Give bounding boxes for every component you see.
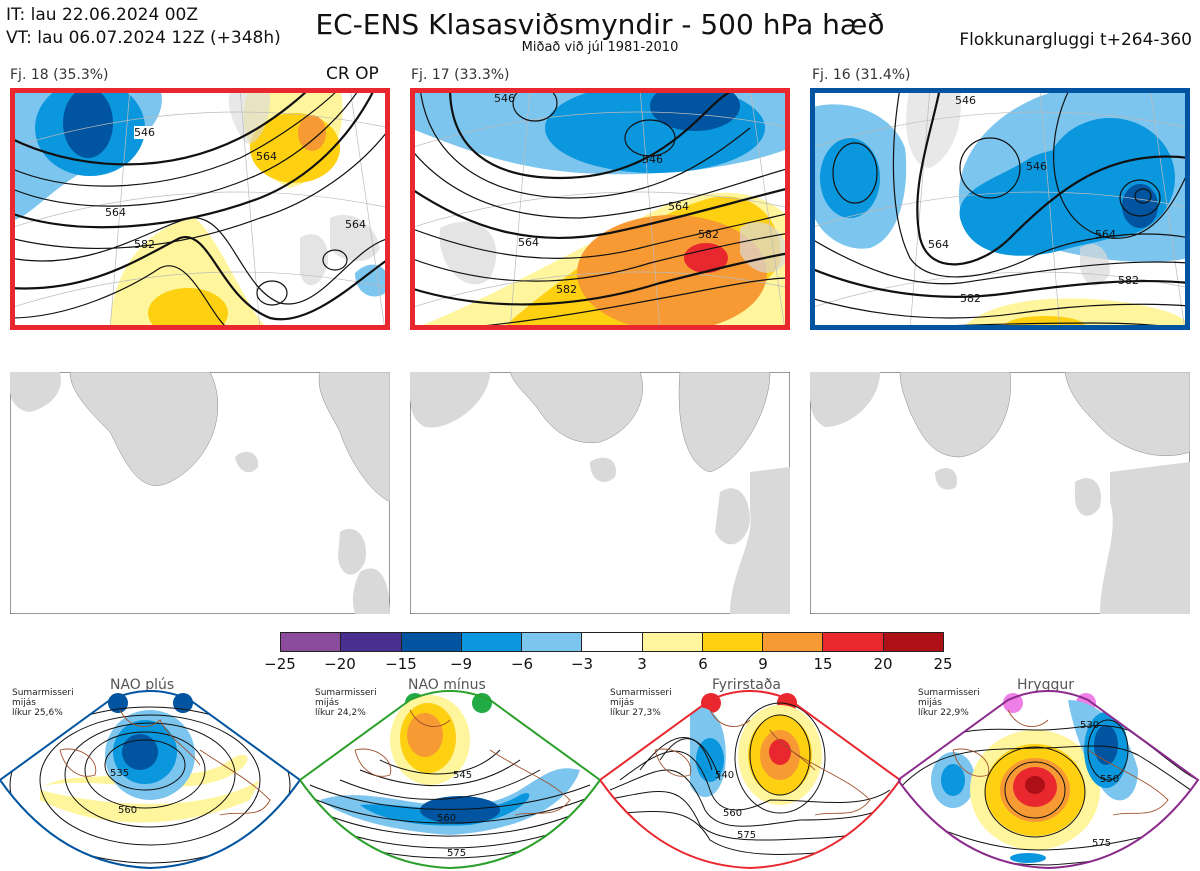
cluster-3-contour-label: 582 xyxy=(1118,274,1139,287)
empty-map-3 xyxy=(810,372,1190,614)
regime-4-marker xyxy=(1003,693,1023,713)
cluster-1-contour-label: 546 xyxy=(134,126,155,139)
colorbar-tick: 25 xyxy=(933,655,953,673)
init-time: IT: lau 22.06.2024 00Z xyxy=(6,5,198,25)
colorbar-tick: −20 xyxy=(324,655,356,673)
colorbar-tick: 3 xyxy=(637,655,647,673)
regime-3-contour-label: 575 xyxy=(737,830,757,841)
cluster-1-contour-label: 564 xyxy=(105,206,126,219)
regime-4-contour-label: 550 xyxy=(1100,774,1120,785)
regime-2-contour-label: 575 xyxy=(447,848,467,859)
regime-3-map xyxy=(600,690,902,870)
page-subtitle: Miðað við júl 1981-2010 xyxy=(521,40,679,55)
regime-4-stats: Sumarmisseri mijás líkur 22,9% xyxy=(918,688,980,718)
cluster-3-contour-label: 546 xyxy=(1026,160,1047,173)
regime-2-stats: Sumarmisseri mijás líkur 24,2% xyxy=(315,688,377,718)
classification-window: Flokkunargluggi t+264-360 xyxy=(959,30,1192,50)
regime-4-title: Hryggur xyxy=(1017,677,1074,693)
colorbar-tick: −15 xyxy=(385,655,417,673)
regime-1-map xyxy=(0,690,302,870)
colorbar-swatch xyxy=(522,633,583,651)
colorbar-swatch xyxy=(763,633,824,651)
regime-1-marker xyxy=(173,693,193,713)
colorbar-tick: −3 xyxy=(570,655,594,673)
regime-2-title: NAO mínus xyxy=(408,677,486,693)
cluster-2-contour-label: 582 xyxy=(556,283,577,296)
cluster-1-contour-label: 564 xyxy=(345,218,366,231)
regime-2-map xyxy=(300,690,602,870)
regime-3-contour-label: 560 xyxy=(723,808,743,819)
cluster-2-contour-label: 582 xyxy=(698,228,719,241)
cluster-2-contour-label: 564 xyxy=(668,200,689,213)
colorbar-tick: 9 xyxy=(758,655,768,673)
colorbar-tick: 15 xyxy=(813,655,833,673)
colorbar-swatch xyxy=(823,633,884,651)
cluster-3-contour-label: 582 xyxy=(960,292,981,305)
header-times: IT: lau 22.06.2024 00Z VT: lau 06.07.202… xyxy=(6,4,281,50)
regime-2-contour-label: 560 xyxy=(437,813,457,824)
regime-3-stats: Sumarmisseri mijás líkur 27,3% xyxy=(610,688,672,718)
colorbar-tick: 20 xyxy=(873,655,893,673)
cluster-2-contour-label: 546 xyxy=(494,92,515,105)
cluster-1-contour-label: 564 xyxy=(256,150,277,163)
cluster-3-label: Fj. 16 (31.4%) xyxy=(812,67,911,83)
regime-4-map xyxy=(898,690,1200,870)
regime-4-contour-label: 575 xyxy=(1092,838,1112,849)
cluster-2-label: Fj. 17 (33.3%) xyxy=(411,67,510,83)
page-title: EC-ENS Klasasviðsmyndir - 500 hPa hæð xyxy=(315,8,885,41)
regime-1-contour-label: 560 xyxy=(118,805,138,816)
regime-1-stats: Sumarmisseri mijás líkur 25,6% xyxy=(12,688,74,718)
colorbar-swatch xyxy=(582,633,643,651)
colorbar-swatch xyxy=(642,633,703,651)
colorbar-swatch xyxy=(401,633,462,651)
cluster-1-label: Fj. 18 (35.3%) xyxy=(10,67,109,83)
colorbar-tick: −9 xyxy=(449,655,473,673)
regime-1-contour-label: 535 xyxy=(110,768,130,779)
empty-map-2 xyxy=(410,372,790,614)
cluster-3-contour-label: 564 xyxy=(928,238,949,251)
colorbar-tick: 6 xyxy=(698,655,708,673)
cluster-1-contour-label: 582 xyxy=(134,238,155,251)
regime-2-contour-label: 545 xyxy=(453,770,473,781)
cluster-1-map: 546 564 564 582 564 xyxy=(10,88,390,330)
regime-4-contour-label: 530 xyxy=(1080,720,1100,731)
colorbar-swatch xyxy=(461,633,523,651)
regime-3-title: Fyrirstaða xyxy=(712,677,781,693)
empty-map-1 xyxy=(10,372,390,614)
cluster-1-tag: CR OP xyxy=(326,64,379,84)
colorbar-swatch xyxy=(702,633,764,651)
colorbar-swatch xyxy=(281,633,342,651)
regime-3-contour-label: 540 xyxy=(715,770,735,781)
valid-time: VT: lau 06.07.2024 12Z (+348h) xyxy=(6,28,281,48)
regime-1-title: NAO plús xyxy=(110,677,175,693)
cluster-2-contour-label: 546 xyxy=(642,153,663,166)
colorbar-tick: −25 xyxy=(264,655,296,673)
colorbar xyxy=(280,632,944,652)
colorbar-tick: −6 xyxy=(510,655,534,673)
cluster-3-contour-label: 546 xyxy=(955,94,976,107)
cluster-2-map: 546 546 564 564 582 582 xyxy=(410,88,790,330)
cluster-2-contour-label: 564 xyxy=(518,236,539,249)
cluster-3-contour-label: 564 xyxy=(1095,228,1116,241)
colorbar-swatch xyxy=(341,633,402,651)
colorbar-swatch xyxy=(883,633,943,651)
cluster-3-map: 546 546 564 564 582 582 xyxy=(810,88,1190,330)
